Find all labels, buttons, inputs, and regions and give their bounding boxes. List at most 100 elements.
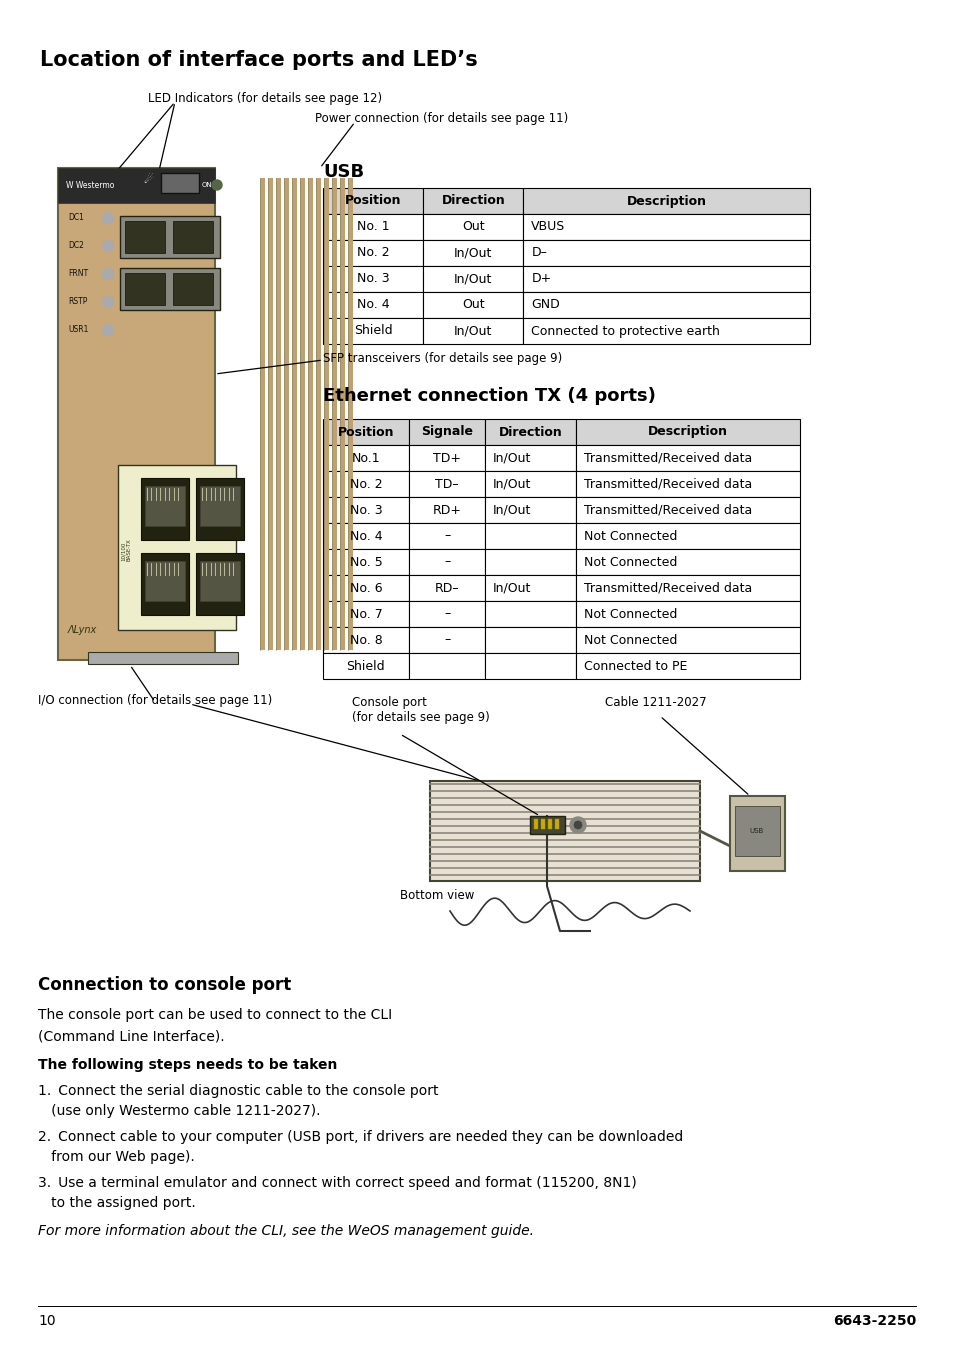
Bar bbox=[409, 471, 485, 497]
Bar bbox=[141, 552, 189, 615]
Text: Out: Out bbox=[461, 221, 484, 233]
Text: Not Connected: Not Connected bbox=[583, 529, 677, 543]
Text: USB: USB bbox=[749, 829, 763, 834]
Text: No. 8: No. 8 bbox=[349, 634, 382, 646]
Bar bbox=[299, 177, 305, 650]
Bar bbox=[200, 561, 240, 601]
Bar bbox=[409, 601, 485, 627]
Bar bbox=[555, 819, 558, 829]
Bar bbox=[576, 575, 800, 601]
Bar bbox=[161, 173, 199, 194]
Text: Power connection (for details see page 11): Power connection (for details see page 1… bbox=[314, 112, 568, 125]
Bar bbox=[430, 781, 700, 881]
Text: RD+: RD+ bbox=[432, 504, 461, 516]
Text: –: – bbox=[443, 608, 450, 620]
Text: In/Out: In/Out bbox=[454, 325, 492, 337]
Text: –: – bbox=[443, 555, 450, 569]
Bar bbox=[423, 292, 523, 318]
Bar bbox=[485, 418, 576, 445]
Bar bbox=[141, 478, 189, 540]
Bar bbox=[323, 523, 409, 548]
Bar bbox=[348, 177, 353, 650]
Text: Description: Description bbox=[647, 425, 727, 439]
Bar bbox=[58, 168, 214, 659]
Text: ▲▼: ▲▼ bbox=[203, 593, 211, 597]
Bar bbox=[409, 445, 485, 471]
Bar bbox=[423, 214, 523, 240]
Text: USB: USB bbox=[323, 162, 364, 181]
Bar bbox=[729, 796, 784, 871]
Text: I/O connection (for details see page 11): I/O connection (for details see page 11) bbox=[38, 695, 272, 707]
Text: ON: ON bbox=[201, 181, 213, 188]
Text: 1. Connect the serial diagnostic cable to the console port: 1. Connect the serial diagnostic cable t… bbox=[38, 1085, 438, 1098]
Text: (Command Line Interface).: (Command Line Interface). bbox=[38, 1030, 224, 1044]
Bar bbox=[423, 188, 523, 214]
Text: Direction: Direction bbox=[498, 425, 561, 439]
Bar bbox=[195, 478, 244, 540]
Bar bbox=[88, 653, 237, 663]
Text: GND: GND bbox=[531, 298, 559, 311]
Bar bbox=[145, 486, 185, 525]
Text: In/Out: In/Out bbox=[454, 246, 492, 260]
Bar bbox=[534, 819, 537, 829]
Text: Connected to protective earth: Connected to protective earth bbox=[531, 325, 720, 337]
Bar bbox=[324, 177, 329, 650]
Text: Bottom view: Bottom view bbox=[399, 890, 474, 902]
Text: Transmitted/Received data: Transmitted/Received data bbox=[583, 478, 751, 490]
Text: ▲▼: ▲▼ bbox=[203, 487, 211, 493]
Text: No. 2: No. 2 bbox=[349, 478, 382, 490]
Text: Ethernet connection TX (4 ports): Ethernet connection TX (4 ports) bbox=[323, 387, 656, 405]
Bar bbox=[172, 221, 213, 253]
Text: –: – bbox=[443, 634, 450, 646]
Bar bbox=[576, 445, 800, 471]
Text: In/Out: In/Out bbox=[493, 581, 531, 594]
Bar bbox=[315, 177, 320, 650]
Text: 6643-2250: 6643-2250 bbox=[832, 1313, 915, 1328]
Bar bbox=[409, 653, 485, 678]
Text: Signale: Signale bbox=[420, 425, 473, 439]
Text: No. 4: No. 4 bbox=[349, 529, 382, 543]
Circle shape bbox=[102, 324, 113, 336]
Bar bbox=[485, 445, 576, 471]
Bar bbox=[485, 471, 576, 497]
Bar bbox=[409, 627, 485, 653]
Bar bbox=[485, 523, 576, 548]
Bar bbox=[323, 471, 409, 497]
Bar bbox=[308, 177, 313, 650]
Bar bbox=[423, 318, 523, 344]
Bar bbox=[332, 177, 336, 650]
Text: D–: D– bbox=[531, 246, 547, 260]
Bar bbox=[409, 523, 485, 548]
Circle shape bbox=[212, 180, 222, 190]
Bar bbox=[485, 497, 576, 523]
Bar bbox=[576, 653, 800, 678]
Text: No. 4: No. 4 bbox=[356, 298, 389, 311]
Bar bbox=[576, 418, 800, 445]
Bar bbox=[268, 177, 273, 650]
Text: SFP transceivers (for details see page 9): SFP transceivers (for details see page 9… bbox=[323, 352, 561, 366]
Bar bbox=[523, 318, 809, 344]
Text: In/Out: In/Out bbox=[493, 478, 531, 490]
Text: For more information about the CLI, see the WeOS management guide.: For more information about the CLI, see … bbox=[38, 1224, 534, 1238]
Circle shape bbox=[102, 240, 113, 252]
Bar bbox=[576, 601, 800, 627]
Text: RD–: RD– bbox=[435, 581, 458, 594]
Bar bbox=[409, 497, 485, 523]
Circle shape bbox=[102, 268, 113, 280]
Bar bbox=[323, 240, 423, 265]
Text: No. 3: No. 3 bbox=[349, 504, 382, 516]
Text: In/Out: In/Out bbox=[493, 504, 531, 516]
Text: 2. Connect cable to your computer (USB port, if drivers are needed they can be d: 2. Connect cable to your computer (USB p… bbox=[38, 1131, 682, 1144]
Bar bbox=[485, 653, 576, 678]
Bar bbox=[523, 188, 809, 214]
Text: Connected to PE: Connected to PE bbox=[583, 659, 686, 673]
Text: No. 1: No. 1 bbox=[356, 221, 389, 233]
Bar bbox=[125, 274, 165, 305]
Text: Direction: Direction bbox=[441, 195, 504, 207]
Circle shape bbox=[102, 213, 113, 223]
Text: No. 5: No. 5 bbox=[349, 555, 382, 569]
Text: Shield: Shield bbox=[346, 659, 385, 673]
Text: RSTP: RSTP bbox=[68, 298, 88, 306]
Bar bbox=[576, 471, 800, 497]
Bar bbox=[200, 486, 240, 525]
